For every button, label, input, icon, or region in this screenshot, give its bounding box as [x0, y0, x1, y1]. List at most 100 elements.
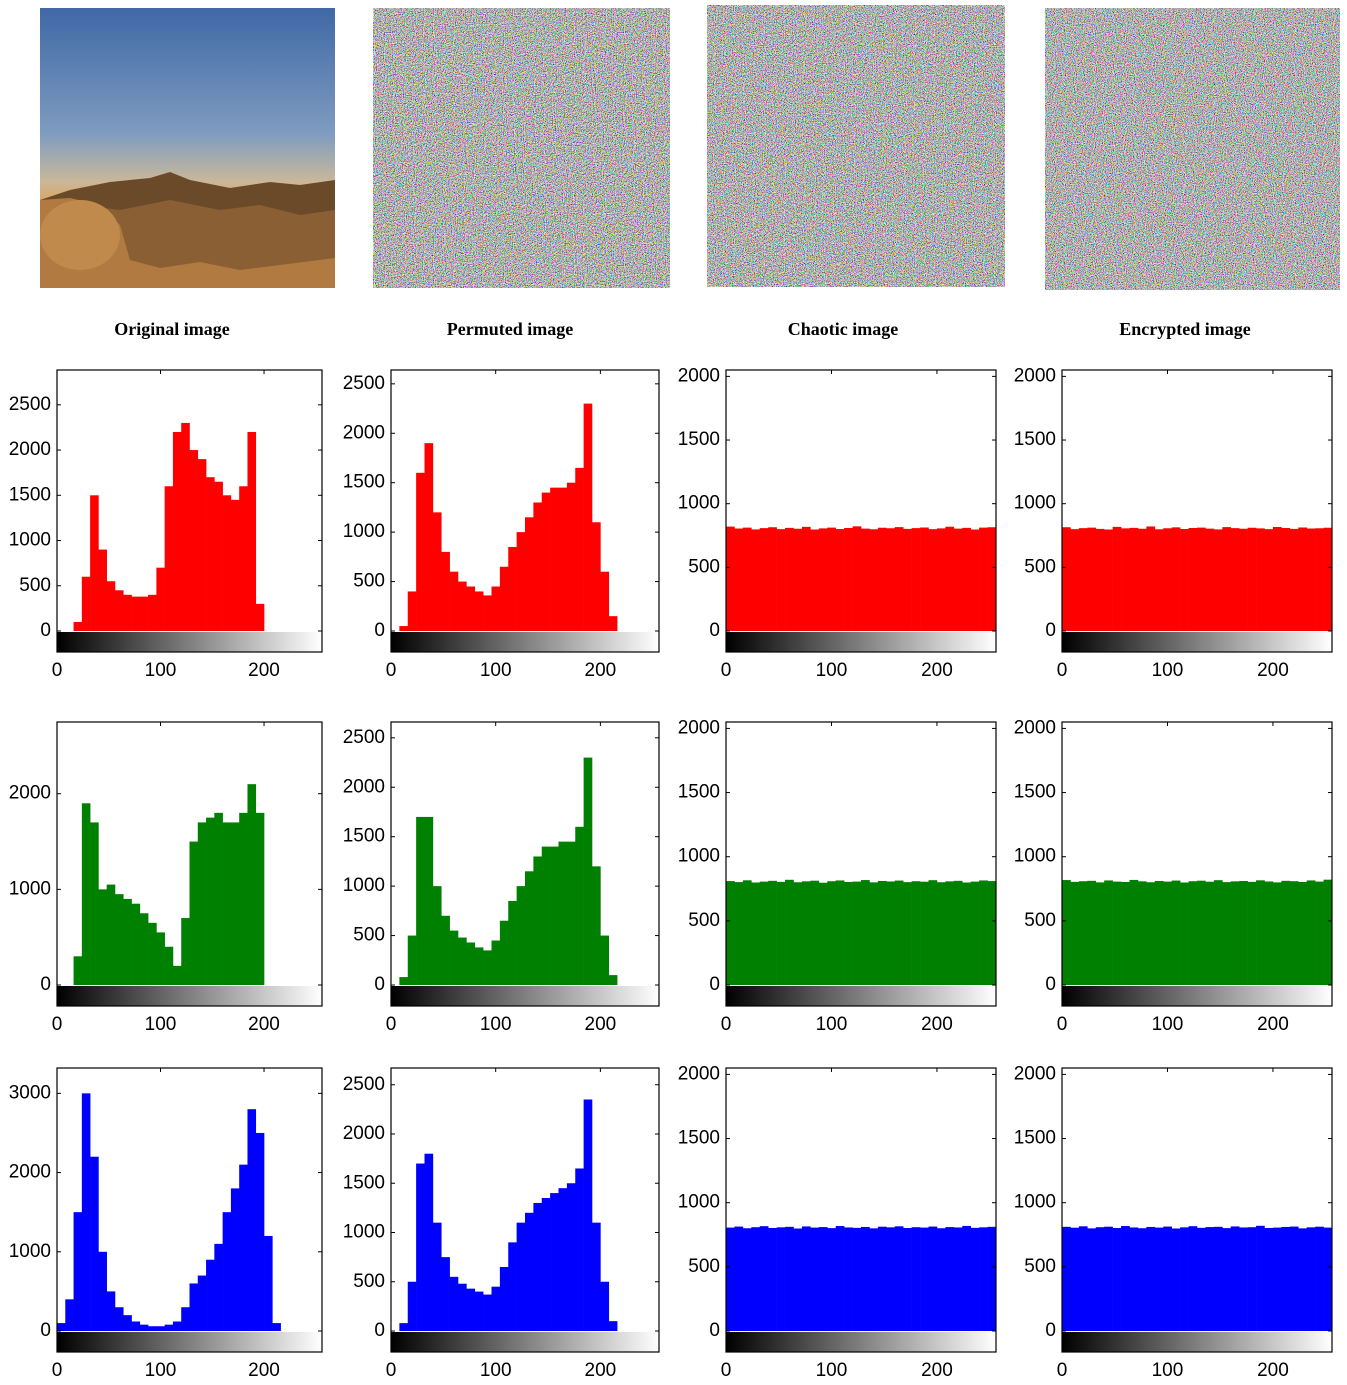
bar: [726, 526, 735, 631]
bar: [131, 1321, 141, 1331]
bar: [399, 977, 409, 985]
bar: [156, 1326, 165, 1331]
bar: [979, 527, 988, 631]
bar: [734, 528, 744, 631]
bar: [491, 586, 501, 631]
y-tick-label: 0: [709, 974, 720, 995]
bar: [583, 757, 593, 985]
bar: [407, 935, 417, 985]
bar: [1095, 1227, 1105, 1331]
bar: [903, 882, 912, 985]
bar: [230, 499, 240, 631]
bar: [73, 1212, 83, 1331]
bar: [114, 590, 124, 631]
bar: [810, 529, 820, 631]
y-tick-label: 1000: [343, 521, 385, 542]
axes-frame: [1061, 369, 1333, 653]
bar: [734, 1226, 744, 1331]
bar: [877, 1226, 887, 1331]
caption: Original image: [114, 319, 230, 339]
bar: [1272, 526, 1282, 631]
x-tick-label: 200: [921, 1014, 953, 1035]
bar: [911, 881, 921, 985]
colorbar: [726, 632, 996, 652]
colorbar: [1062, 986, 1332, 1006]
bar: [987, 1226, 997, 1331]
bar: [844, 1227, 853, 1331]
bar: [164, 1324, 174, 1331]
bar: [181, 422, 190, 631]
y-tick-label: 0: [1045, 620, 1056, 641]
bar: [474, 947, 484, 985]
bar: [1315, 1226, 1324, 1331]
bar: [247, 431, 257, 631]
x-tick-label: 0: [386, 660, 397, 681]
bar: [1087, 1228, 1097, 1331]
bar: [886, 528, 896, 631]
y-tick-label: 1000: [343, 1222, 385, 1243]
bar: [1154, 880, 1164, 985]
y-tick-label: 1500: [343, 1172, 385, 1193]
bar: [1298, 881, 1307, 985]
bar: [131, 596, 141, 631]
y-tick-label: 0: [40, 620, 51, 641]
bar: [483, 1294, 492, 1331]
y-tick-label: 2500: [343, 727, 385, 748]
y-tick-label: 0: [40, 974, 51, 995]
bar: [801, 881, 811, 985]
encrypted-image: [1045, 8, 1340, 290]
bar: [123, 898, 132, 985]
bar: [945, 1227, 955, 1331]
bar: [751, 882, 761, 985]
bar: [172, 431, 182, 631]
y-tick-label: 1000: [343, 875, 385, 896]
y-tick-label: 500: [353, 571, 385, 592]
bar: [90, 1156, 99, 1331]
bar: [399, 626, 409, 631]
bar: [911, 1227, 921, 1331]
bar: [886, 881, 896, 985]
bar: [558, 1188, 568, 1331]
bar: [1188, 881, 1198, 985]
bar: [516, 886, 526, 985]
y-tick-label: 1500: [343, 826, 385, 847]
y-tick-label: 1000: [9, 1241, 51, 1262]
x-tick-label: 100: [480, 1014, 512, 1035]
axes-frame: [56, 1067, 323, 1353]
bar: [1121, 881, 1130, 985]
y-tick-label: 2000: [678, 717, 720, 738]
y-tick-label: 1500: [678, 1128, 720, 1149]
y-tick-label: 1000: [9, 530, 51, 551]
bar: [483, 950, 492, 985]
bar: [1222, 882, 1232, 985]
bar: [416, 816, 425, 985]
bar: [1205, 1227, 1215, 1331]
bar: [818, 1227, 828, 1331]
x-tick-label: 0: [721, 1360, 732, 1381]
bar: [1247, 1227, 1257, 1331]
bar: [877, 880, 887, 985]
bar: [852, 526, 862, 631]
bar: [458, 581, 467, 631]
bar: [1323, 1227, 1333, 1331]
bar: [1171, 527, 1181, 631]
bar: [541, 492, 551, 631]
bar: [206, 477, 215, 631]
bar: [928, 529, 938, 631]
y-tick-label: 500: [353, 925, 385, 946]
y-tick-label: 0: [374, 974, 385, 995]
bar: [508, 1242, 517, 1331]
bar: [98, 889, 107, 985]
bar: [793, 1228, 803, 1331]
bar: [1247, 527, 1257, 631]
bar: [852, 881, 862, 985]
bar: [1306, 880, 1316, 985]
bar: [742, 880, 752, 985]
bar: [1247, 881, 1257, 985]
bar: [970, 881, 980, 985]
caption: Encrypted image: [1119, 319, 1250, 339]
bar: [148, 1326, 157, 1331]
bar: [1264, 1227, 1274, 1331]
bar: [583, 1099, 593, 1331]
bar: [1264, 529, 1274, 631]
